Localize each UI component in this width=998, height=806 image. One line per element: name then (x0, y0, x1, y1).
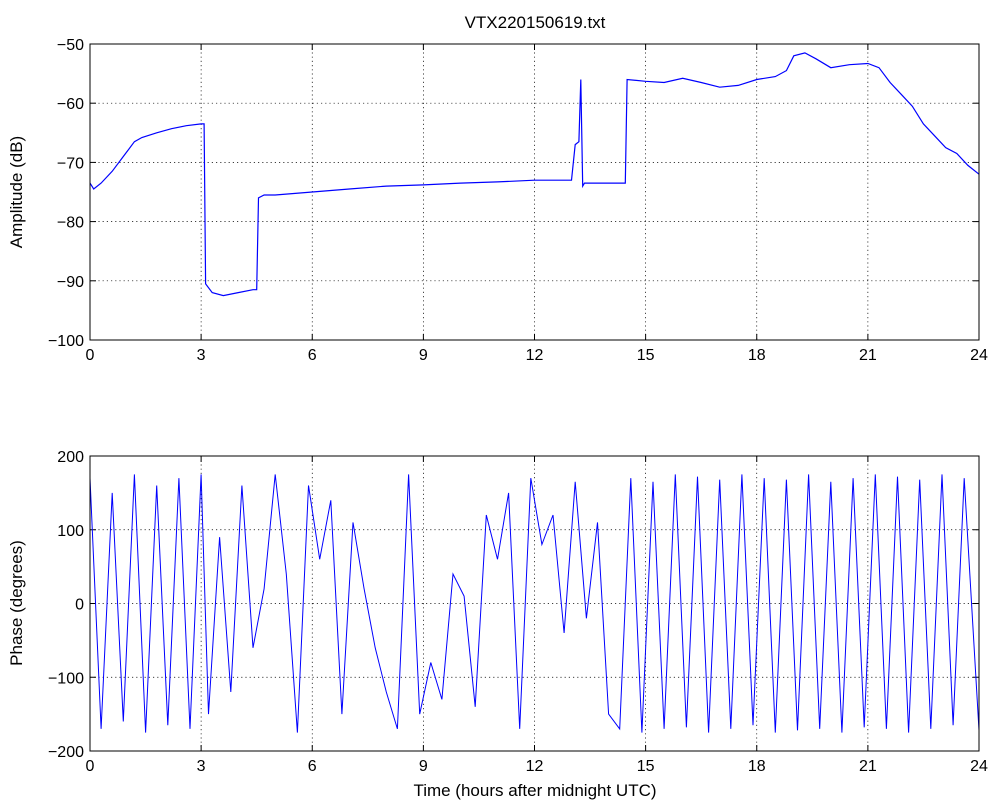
chart-title: VTX220150619.txt (465, 13, 606, 32)
amplitude-series-line (89, 52, 980, 297)
amplitude-frame (89, 43, 980, 341)
x-tick-label: 15 (637, 347, 655, 364)
y-tick-label: −90 (57, 274, 84, 291)
x-tick-label: 9 (419, 347, 428, 364)
amplitude-x-tick-labels: 0 3 6 9 12 15 18 21 24 (86, 347, 988, 364)
x-tick-label: 9 (419, 758, 428, 775)
x-tick-label: 3 (197, 347, 206, 364)
phase-x-tick-labels: 0 3 6 9 12 15 18 21 24 (86, 758, 988, 775)
x-tick-label: 18 (748, 347, 766, 364)
phase-y-tick-labels: 200 100 0 −100 −200 (48, 449, 84, 761)
amplitude-y-tick-labels: −50 −60 −70 −80 −90 −100 (48, 37, 84, 350)
phase-y-axis-label: Phase (degrees) (7, 540, 26, 666)
y-tick-label: 0 (75, 597, 84, 614)
x-tick-label: 3 (197, 758, 206, 775)
y-tick-label: −100 (48, 670, 84, 687)
phase-series-line (89, 474, 980, 733)
x-tick-label: 12 (526, 347, 544, 364)
phase-frame (89, 455, 980, 752)
x-tick-label: 21 (859, 758, 877, 775)
x-tick-label: 12 (526, 758, 544, 775)
x-tick-label: 6 (308, 758, 317, 775)
x-tick-label: 24 (970, 347, 988, 364)
y-tick-label: −100 (48, 333, 84, 350)
x-tick-label: 15 (637, 758, 655, 775)
x-tick-label: 21 (859, 347, 877, 364)
x-tick-label: 0 (86, 347, 95, 364)
y-tick-label: −200 (48, 744, 84, 761)
y-tick-label: −80 (57, 215, 84, 232)
x-tick-label: 24 (970, 758, 988, 775)
phase-panel: 0 3 6 9 12 15 18 21 24 200 100 0 −100 −200 Phase (de… (7, 449, 988, 800)
x-tick-label: 18 (748, 758, 766, 775)
y-tick-label: −60 (57, 96, 84, 113)
phase-grid (90, 456, 979, 751)
x-tick-label: 6 (308, 347, 317, 364)
amplitude-panel: 0 3 6 9 12 15 18 21 24 −50 −60 −70 −80 −90 −100 Ampli… (7, 37, 988, 364)
y-tick-label: 100 (57, 523, 84, 540)
x-axis-label: Time (hours after midnight UTC) (413, 781, 656, 800)
x-tick-label: 0 (86, 758, 95, 775)
y-tick-label: 200 (57, 449, 84, 466)
y-tick-label: −70 (57, 155, 84, 172)
amplitude-y-axis-label: Amplitude (dB) (7, 136, 26, 248)
y-tick-label: −50 (57, 37, 84, 54)
